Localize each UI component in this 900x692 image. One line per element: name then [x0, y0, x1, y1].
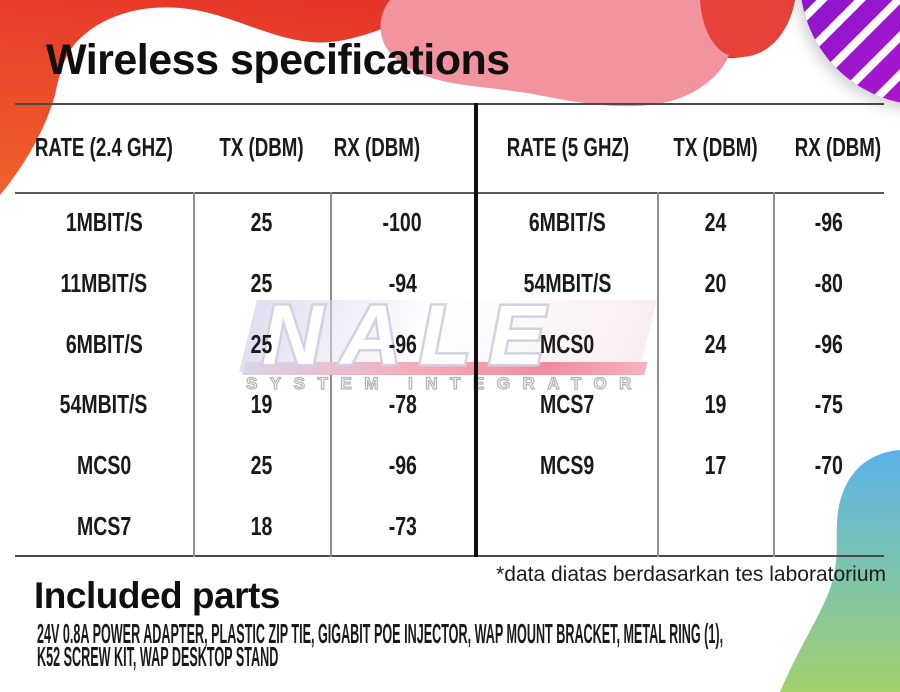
nale-logo: NALE — [260, 286, 563, 383]
watermark-tagline: SYSTEM INTEGRATOR — [245, 373, 644, 393]
parts-line-2: K52 SCREW KIT, WAP DESKTOP STAND — [37, 641, 279, 672]
rx-cell: -96 — [388, 450, 417, 481]
rx-cell: -100 — [382, 206, 423, 237]
tx-cell: 25 — [250, 328, 273, 359]
rate-cell: MCS0 — [76, 450, 132, 481]
table-24ghz: RATE (2.4 GHZ) TX (DBM) RX (DBM) 1MBIT/S… — [15, 103, 475, 557]
header-rx-5ghz: RX (DBM) — [794, 132, 881, 162]
rate-cell: MCS7 — [76, 511, 132, 542]
rx-cell: -96 — [814, 328, 843, 359]
header-tx-5ghz: TX (DBM) — [672, 132, 758, 162]
parts-line-1: 24V 0.8A POWER ADAPTER, PLASTIC ZIP TIE,… — [37, 618, 724, 649]
rx-cell: -73 — [388, 511, 417, 542]
header-rate-24ghz: RATE (2.4 GHZ) — [35, 132, 173, 162]
rx-cell: -78 — [388, 389, 417, 420]
table-bottom-line — [15, 555, 884, 557]
rx-cell: -80 — [814, 267, 843, 298]
rx-cell: -96 — [388, 328, 417, 359]
nale-logo-text: NALE — [262, 288, 563, 382]
wireless-spec-table: RATE (2.4 GHZ) TX (DBM) RX (DBM) 1MBIT/S… — [15, 103, 884, 557]
column-divider — [773, 192, 775, 557]
tx-cell: 25 — [250, 267, 273, 298]
column-divider — [657, 192, 659, 557]
rate-cell: 54MBIT/S — [60, 389, 148, 420]
tx-cell: 19 — [704, 389, 726, 420]
rate-cell: 6MBIT/S — [65, 328, 143, 359]
rate-cell: 6MBIT/S — [529, 206, 606, 237]
tx-cell: 19 — [250, 389, 273, 420]
footnote: *data diatas berdasarkan tes laboratoriu… — [496, 563, 886, 586]
included-parts-heading: Included parts — [34, 575, 280, 616]
rate-cell: MCS7 — [540, 389, 595, 420]
nale-watermark: NALE SYSTEM INTEGRATOR — [239, 286, 670, 394]
tx-cell: 20 — [704, 267, 726, 298]
page-title: Wireless specifications — [46, 36, 510, 84]
table-5ghz: RATE (5 GHZ) TX (DBM) RX (DBM) 6MBIT/S 2… — [478, 103, 884, 557]
tx-cell: 17 — [704, 450, 726, 481]
tx-cell: 25 — [250, 450, 273, 481]
tx-cell: 24 — [704, 206, 726, 237]
table-center-divider — [474, 103, 478, 557]
column-divider — [193, 192, 195, 557]
rx-cell: -75 — [814, 389, 843, 420]
tx-cell: 25 — [250, 206, 273, 237]
tx-cell: 24 — [704, 328, 726, 359]
header-rx-24ghz: RX (DBM) — [333, 132, 420, 162]
included-parts-list: 24V 0.8A POWER ADAPTER, PLASTIC ZIP TIE,… — [37, 618, 900, 672]
rx-cell: -96 — [814, 206, 843, 237]
rate-cell: 54MBIT/S — [523, 267, 612, 298]
rate-cell: MCS0 — [540, 328, 595, 359]
tx-cell: 18 — [250, 511, 273, 542]
rate-cell: MCS9 — [540, 450, 595, 481]
rate-cell: 1MBIT/S — [65, 206, 143, 237]
rx-cell: -70 — [814, 450, 843, 481]
rate-cell: 11MBIT/S — [60, 267, 148, 298]
header-tx-24ghz: TX (DBM) — [219, 132, 304, 162]
header-rate-5ghz: RATE (5 GHZ) — [506, 132, 629, 162]
rx-cell: -94 — [388, 267, 417, 298]
